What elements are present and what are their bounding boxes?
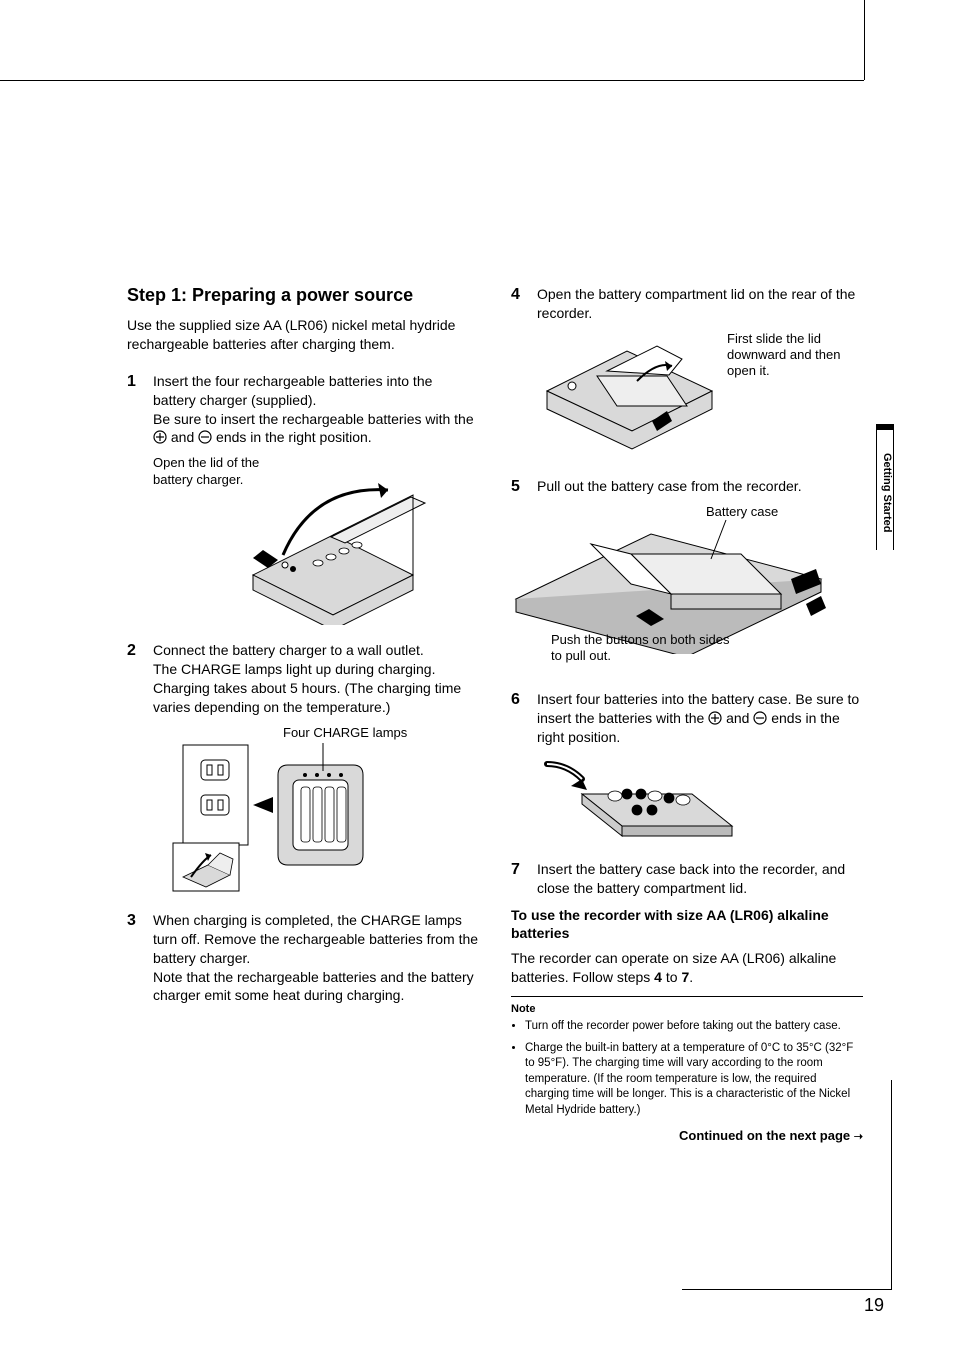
continued-line: Continued on the next page ➝ (511, 1128, 863, 1143)
left-column: Step 1: Preparing a power source Use the… (127, 285, 479, 1143)
step-text: The CHARGE lamps light up during chargin… (153, 661, 461, 715)
text: . (689, 969, 693, 985)
caption-open-lid: Open the lid of the battery charger. (153, 455, 263, 488)
outlet-illustration (153, 725, 443, 895)
step-text: When charging is completed, the CHARGE l… (153, 912, 478, 966)
step-text: Note that the rechargeable batteries and… (153, 969, 474, 1004)
text: to (662, 969, 681, 985)
step-body: Insert four batteries into the battery c… (537, 690, 863, 747)
recorder-lid-illustration (537, 331, 727, 461)
content-area: Step 1: Preparing a power source Use the… (127, 285, 863, 1143)
divider (511, 996, 863, 997)
plus-icon (708, 711, 722, 725)
minus-icon (753, 711, 767, 725)
step-text: Connect the battery charger to a wall ou… (153, 642, 424, 658)
page-corner-horizontal (682, 1289, 892, 1290)
page-border-right (864, 0, 865, 80)
step-number: 6 (511, 690, 537, 747)
step-2: 2 Connect the battery charger to a wall … (127, 641, 479, 717)
continued-text: Continued on the next page (679, 1128, 850, 1143)
figure-wall-outlet: Four CHARGE lamps (153, 725, 479, 895)
step-number: 7 (511, 860, 537, 898)
page-number: 19 (864, 1295, 884, 1316)
step-body: Pull out the battery case from the recor… (537, 477, 863, 496)
note-item: Charge the built-in battery at a tempera… (525, 1041, 863, 1119)
step-number: 5 (511, 477, 537, 496)
note-item: Turn off the recorder power before takin… (525, 1019, 863, 1035)
step-5: 5 Pull out the battery case from the rec… (511, 477, 863, 496)
step-number: 4 (511, 285, 537, 323)
step-6: 6 Insert four batteries into the battery… (511, 690, 863, 747)
step-text: and (167, 429, 198, 445)
step-number: 3 (127, 911, 153, 1005)
arrow-icon: ➝ (854, 1131, 863, 1143)
insert-batteries-illustration (537, 754, 757, 844)
minus-icon (198, 430, 212, 444)
step-body: Connect the battery charger to a wall ou… (153, 641, 479, 717)
figure-insert-batteries (537, 754, 863, 844)
step-body: Insert the four rechargeable batteries i… (153, 372, 479, 448)
step-text: ends in the right position. (212, 429, 372, 445)
step-title: Step 1: Preparing a power source (127, 285, 479, 306)
step-number: 2 (127, 641, 153, 717)
alkaline-body: The recorder can operate on size AA (LR0… (511, 949, 863, 987)
figure-lid: First slide the lid downward and then op… (537, 331, 863, 461)
step-4: 4 Open the battery compartment lid on th… (511, 285, 863, 323)
step-text: and (722, 710, 753, 726)
text-bold: 4 (654, 969, 662, 985)
caption-slide-lid: First slide the lid downward and then op… (727, 331, 867, 380)
step-1: 1 Insert the four rechargeable batteries… (127, 372, 479, 448)
caption-push-buttons: Push the buttons on both sides to pull o… (551, 632, 731, 665)
caption-batt-case: Battery case (706, 504, 778, 519)
note-heading: Note (511, 1003, 863, 1015)
figure-charger-open: Open the lid of the battery charger. (153, 455, 479, 625)
intro-text: Use the supplied size AA (LR06) nickel m… (127, 316, 479, 354)
step-text: Be sure to insert the rechargeable batte… (153, 411, 474, 427)
page-border-top (0, 80, 864, 81)
caption-lamps: Four CHARGE lamps (283, 725, 407, 740)
plus-icon (153, 430, 167, 444)
step-body: Insert the battery case back into the re… (537, 860, 863, 898)
step-body: When charging is completed, the CHARGE l… (153, 911, 479, 1005)
side-tab: Getting Started (876, 430, 894, 550)
right-column: 4 Open the battery compartment lid on th… (511, 285, 863, 1143)
step-7: 7 Insert the battery case back into the … (511, 860, 863, 898)
figure-battery-case: Battery case Push the buttons on both si… (511, 504, 863, 674)
subheading-alkaline: To use the recorder with size AA (LR06) … (511, 906, 863, 942)
step-body: Open the battery compartment lid on the … (537, 285, 863, 323)
step-3: 3 When charging is completed, the CHARGE… (127, 911, 479, 1005)
step-number: 1 (127, 372, 153, 448)
page-corner-vertical (891, 1080, 892, 1290)
step-text: Insert the four rechargeable batteries i… (153, 373, 432, 408)
notes-list: Turn off the recorder power before takin… (511, 1019, 863, 1118)
